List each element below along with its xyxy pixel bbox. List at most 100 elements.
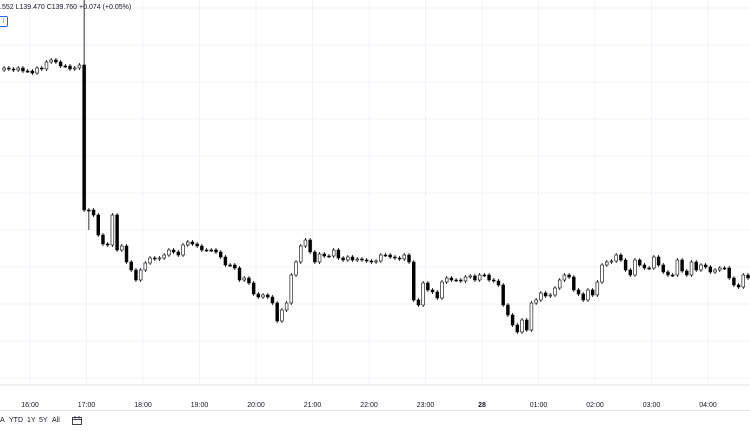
- candle[interactable]: [256, 292, 261, 299]
- candle[interactable]: [289, 273, 294, 305]
- candle[interactable]: [652, 255, 656, 270]
- candle[interactable]: [609, 259, 614, 264]
- candle[interactable]: [54, 58, 58, 64]
- candle[interactable]: [412, 260, 416, 302]
- candle[interactable]: [35, 66, 39, 75]
- candle[interactable]: [251, 281, 256, 296]
- candle[interactable]: [520, 318, 524, 334]
- candle[interactable]: [44, 60, 49, 71]
- candle[interactable]: [284, 301, 289, 312]
- candle[interactable]: [157, 256, 162, 261]
- candle[interactable]: [110, 213, 115, 247]
- candle[interactable]: [200, 244, 204, 252]
- candle[interactable]: [77, 63, 82, 70]
- candle[interactable]: [685, 269, 689, 277]
- candle[interactable]: [680, 258, 684, 273]
- candle[interactable]: [242, 276, 246, 282]
- candle[interactable]: [105, 242, 110, 247]
- candle[interactable]: [435, 290, 439, 300]
- candle[interactable]: [360, 257, 364, 262]
- candle[interactable]: [605, 260, 609, 267]
- candle[interactable]: [115, 213, 119, 252]
- candle[interactable]: [68, 64, 72, 71]
- candle[interactable]: [186, 240, 190, 247]
- candle[interactable]: [397, 256, 402, 261]
- candle[interactable]: [21, 66, 25, 73]
- candle[interactable]: [506, 303, 510, 317]
- candle[interactable]: [148, 256, 152, 265]
- candle[interactable]: [355, 257, 359, 262]
- range-button-all[interactable]: All: [52, 417, 60, 424]
- candle[interactable]: [167, 248, 171, 257]
- candle[interactable]: [633, 258, 637, 277]
- candle[interactable]: [539, 291, 543, 302]
- candle[interactable]: [548, 293, 552, 298]
- candle[interactable]: [214, 248, 218, 254]
- candle[interactable]: [661, 263, 665, 274]
- candle[interactable]: [600, 263, 604, 284]
- candle[interactable]: [426, 281, 430, 292]
- range-button-ytd[interactable]: YTD: [9, 417, 23, 424]
- candle[interactable]: [313, 250, 317, 264]
- candle[interactable]: [454, 278, 458, 282]
- candle[interactable]: [463, 275, 468, 283]
- candle[interactable]: [294, 260, 298, 277]
- candle[interactable]: [209, 248, 213, 252]
- candle[interactable]: [623, 258, 628, 272]
- candle[interactable]: [2, 66, 6, 72]
- candle[interactable]: [727, 266, 731, 280]
- candle[interactable]: [101, 233, 105, 246]
- candle[interactable]: [247, 276, 251, 285]
- candle[interactable]: [482, 273, 487, 277]
- candle[interactable]: [299, 244, 303, 264]
- range-button-1y[interactable]: 1Y: [27, 417, 36, 424]
- candle[interactable]: [176, 250, 181, 257]
- candle[interactable]: [510, 313, 515, 327]
- candle[interactable]: [557, 278, 562, 290]
- candle[interactable]: [331, 248, 336, 258]
- candle[interactable]: [430, 288, 435, 294]
- candle[interactable]: [350, 255, 355, 262]
- candle[interactable]: [501, 283, 505, 307]
- candle[interactable]: [553, 286, 557, 297]
- candle[interactable]: [638, 258, 642, 267]
- candle[interactable]: [586, 288, 590, 302]
- candle[interactable]: [440, 280, 444, 300]
- candle[interactable]: [444, 276, 449, 284]
- candle[interactable]: [694, 260, 698, 272]
- indicator-toggle-icon[interactable]: ∫: [0, 16, 8, 27]
- candle[interactable]: [308, 238, 312, 254]
- candle[interactable]: [40, 66, 44, 71]
- candle[interactable]: [369, 259, 374, 264]
- candle[interactable]: [204, 248, 209, 252]
- candle[interactable]: [120, 244, 124, 252]
- candle[interactable]: [190, 240, 195, 246]
- candle[interactable]: [741, 273, 746, 289]
- calendar-icon[interactable]: [72, 416, 82, 425]
- candlestick-series[interactable]: [2, 0, 750, 365]
- candle[interactable]: [96, 213, 100, 237]
- candle[interactable]: [515, 323, 520, 334]
- candle[interactable]: [138, 268, 143, 282]
- candle[interactable]: [656, 255, 661, 267]
- candle[interactable]: [718, 266, 722, 272]
- candle[interactable]: [666, 270, 670, 277]
- candle[interactable]: [393, 255, 397, 260]
- candle[interactable]: [341, 256, 345, 262]
- candle[interactable]: [63, 64, 68, 68]
- candle[interactable]: [713, 268, 717, 274]
- candle[interactable]: [91, 208, 96, 217]
- candle[interactable]: [280, 308, 284, 323]
- candle[interactable]: [261, 293, 265, 299]
- candle[interactable]: [58, 60, 63, 68]
- candle[interactable]: [266, 293, 270, 299]
- candle[interactable]: [407, 253, 411, 264]
- candle[interactable]: [689, 260, 694, 277]
- candle[interactable]: [49, 58, 53, 64]
- candle[interactable]: [7, 66, 11, 71]
- candle[interactable]: [473, 274, 477, 282]
- candle[interactable]: [595, 280, 600, 297]
- candle[interactable]: [303, 238, 308, 248]
- candle[interactable]: [322, 252, 326, 258]
- candle[interactable]: [82, 0, 86, 212]
